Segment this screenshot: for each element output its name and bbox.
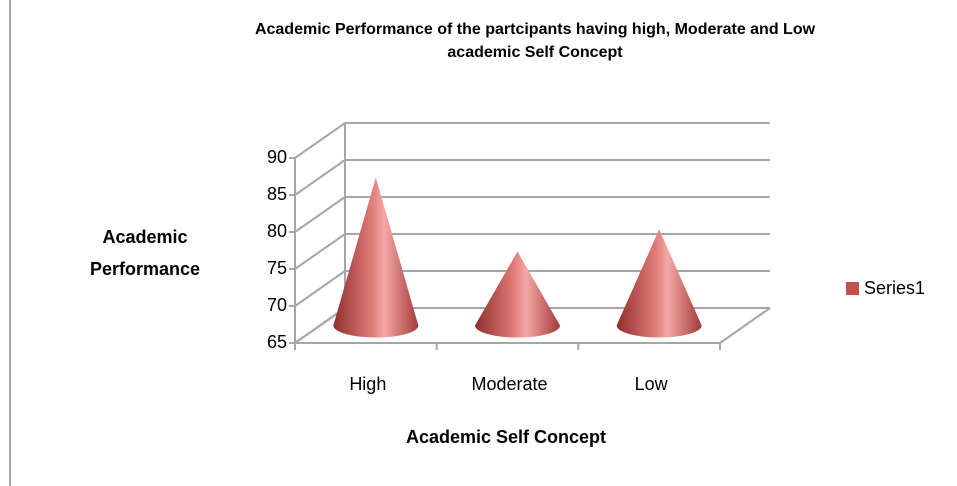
y-axis-title: Academic	[102, 227, 187, 247]
y-tick-label: 85	[267, 184, 287, 204]
y-tick-label: 80	[267, 221, 287, 241]
y-tick-label: 90	[267, 147, 287, 167]
floor-edge	[719, 307, 771, 344]
chart-title: academic Self Concept	[447, 44, 623, 61]
chart-title: Academic Performance of the partcipants …	[255, 21, 816, 38]
x-tick-label: High	[349, 374, 386, 394]
grid-line	[294, 196, 346, 233]
cone	[333, 177, 419, 338]
grid-line	[294, 233, 346, 270]
legend-swatch	[846, 282, 859, 295]
grid-line	[294, 270, 346, 307]
x-tick-label: Low	[635, 374, 669, 394]
grid-line	[294, 122, 346, 159]
cone-body	[333, 177, 419, 338]
x-tick-label: Moderate	[471, 374, 547, 394]
cone-body	[616, 229, 702, 338]
cone-body	[475, 251, 560, 338]
grid-line	[294, 159, 346, 196]
y-axis-title: Performance	[90, 259, 200, 279]
y-tick-label: 70	[267, 295, 287, 315]
grid-line	[294, 307, 346, 344]
cone	[475, 251, 560, 338]
y-tick-label: 75	[267, 258, 287, 278]
legend-label: Series1	[864, 278, 925, 298]
x-axis-title: Academic Self Concept	[406, 427, 606, 447]
cone	[616, 229, 702, 338]
y-tick-label: 65	[267, 332, 287, 352]
